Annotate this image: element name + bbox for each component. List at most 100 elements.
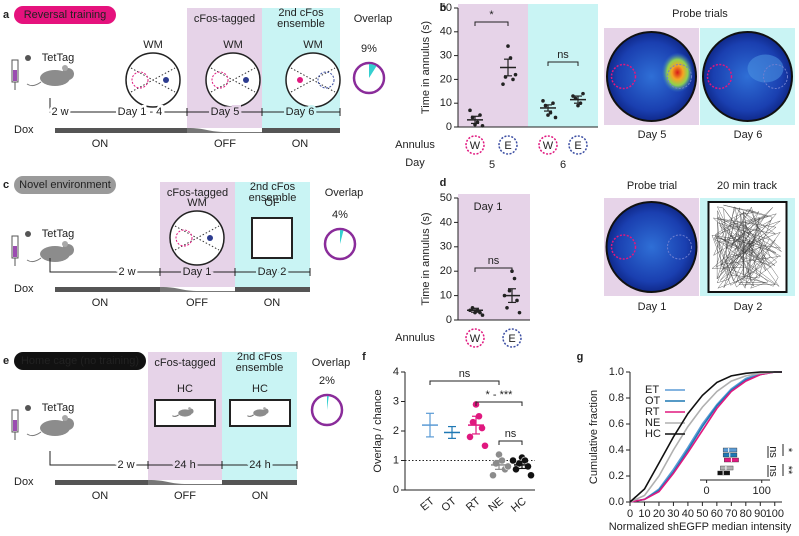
inset-tick-label: 0 xyxy=(704,485,710,497)
west-annulus xyxy=(131,71,149,89)
y-tick-label: 0.8 xyxy=(609,392,624,404)
maze-paths xyxy=(290,67,336,93)
image-label: Day 2 xyxy=(734,301,763,313)
x-tick-label: W xyxy=(470,333,481,345)
title-pill xyxy=(14,6,116,24)
dox-off xyxy=(187,128,262,133)
significance-bracket xyxy=(474,21,509,26)
panel-letter: d xyxy=(440,177,447,189)
inset-box xyxy=(717,470,730,476)
annulus-marker xyxy=(465,135,485,155)
dox-state: OFF xyxy=(214,138,236,150)
y-tick-label: 50 xyxy=(440,2,452,14)
panel-letter: c xyxy=(3,179,9,191)
east-platform xyxy=(243,77,249,83)
cdf-line xyxy=(629,371,782,503)
dox-on xyxy=(55,128,187,133)
syringe-fluid xyxy=(13,70,17,81)
overlap-wedge xyxy=(369,64,377,78)
panel-letter: e xyxy=(3,355,9,367)
cdf-line xyxy=(629,371,782,503)
group-label: 6 xyxy=(560,159,566,171)
data-point xyxy=(576,103,580,108)
condition-shade xyxy=(528,4,598,127)
row-label: Annulus xyxy=(395,332,435,344)
annulus-marker xyxy=(498,135,518,155)
data-point xyxy=(466,432,474,441)
data-point xyxy=(511,77,515,82)
mouse-ear xyxy=(263,407,266,410)
tagged-label: cFos-tagged xyxy=(167,187,228,199)
significance-label: * - *** xyxy=(486,389,514,401)
x-tick-label: 100 xyxy=(766,508,784,520)
timeline-label: Day 1 - 4 xyxy=(118,106,163,118)
mouse-ear xyxy=(188,407,191,410)
light-icon xyxy=(25,55,31,61)
y-tick-label: 1 xyxy=(393,454,399,466)
east-annulus xyxy=(667,64,692,89)
x-tick-label: RT xyxy=(464,495,483,514)
y-tick-label: 20 xyxy=(440,73,452,85)
timeline xyxy=(49,258,310,273)
mouse-label: TetTag xyxy=(42,402,74,414)
panel-title: Novel environment xyxy=(19,179,111,191)
dox-on xyxy=(222,480,297,485)
data-point xyxy=(551,101,555,105)
y-tick-label: 0.0 xyxy=(609,496,624,508)
significance-bracket xyxy=(498,440,523,445)
annulus-marker xyxy=(502,328,522,348)
y-axis-title: Time in annulus (s) xyxy=(420,212,432,305)
dox-state: ON xyxy=(264,297,281,309)
data-point xyxy=(506,44,510,48)
dox-state: ON xyxy=(92,490,109,502)
significance-label: * xyxy=(489,9,494,21)
arena-label: HC xyxy=(252,383,268,395)
arena-label: OF xyxy=(264,197,280,209)
y-axis-title: Overlap / chance xyxy=(372,389,384,472)
y-tick-label: 2 xyxy=(393,425,399,437)
x-tick-label: 50 xyxy=(696,508,708,520)
data-point xyxy=(507,288,512,293)
overlap-wedge xyxy=(327,396,329,410)
cdf-line xyxy=(629,371,782,503)
data-point xyxy=(527,471,535,480)
annulus-marker xyxy=(568,135,588,155)
x-tick-label: 40 xyxy=(682,508,694,520)
inset-box xyxy=(720,465,734,471)
track-path xyxy=(711,204,782,289)
timeline-label: 2 w xyxy=(117,459,134,471)
y-tick-label: 10 xyxy=(440,290,452,302)
mouse-tail xyxy=(26,257,42,263)
x-tick-label: 80 xyxy=(740,508,752,520)
timeline xyxy=(49,451,297,466)
legend-label: RT xyxy=(645,406,660,418)
data-point xyxy=(581,91,585,96)
mouse-ear xyxy=(62,241,68,247)
heatmap-hotspot xyxy=(661,52,694,93)
east-platform xyxy=(207,235,213,241)
data-point xyxy=(480,124,485,128)
timeline-label: 2 w xyxy=(51,106,68,118)
dox-state: ON xyxy=(92,138,109,150)
significance-bracket xyxy=(547,61,579,66)
data-point xyxy=(478,310,482,315)
title-pill xyxy=(14,352,146,370)
inset-tick-label: 100 xyxy=(753,485,771,497)
dox-label: Dox xyxy=(14,476,34,488)
syringe-fluid xyxy=(13,420,17,431)
y-tick-label: 3 xyxy=(393,395,399,407)
significance-label: ns xyxy=(488,255,500,267)
dox-state: ON xyxy=(92,297,109,309)
east-annulus xyxy=(317,71,335,89)
mouse-head xyxy=(188,408,194,414)
data-point xyxy=(512,465,520,474)
second-label: ensemble xyxy=(236,362,284,374)
x-tick-label: 90 xyxy=(754,508,766,520)
annulus-marker xyxy=(465,328,485,348)
group-label: Day 1 xyxy=(474,201,503,213)
data-point xyxy=(505,306,509,310)
y-tick-label: 0.2 xyxy=(609,470,624,482)
x-tick-label: W xyxy=(470,140,481,152)
image-label: Day 6 xyxy=(734,129,763,141)
